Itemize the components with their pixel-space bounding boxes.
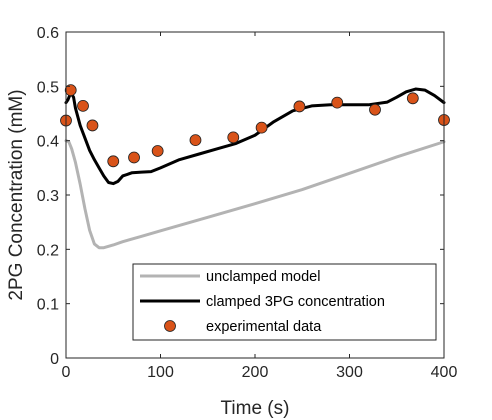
data-point-12 [369, 103, 381, 116]
ticks-layer: 0 100 200 300 400 0 0.1 0.2 0.3 0.4 0.5 0.6 [37, 25, 458, 381]
y-tick-label: 0 [50, 351, 59, 368]
y-tick-label: 0.1 [37, 297, 59, 314]
x-tick-label: 400 [431, 364, 458, 381]
series-line-1 [64, 87, 446, 186]
series-line-0 [64, 139, 446, 250]
y-tick-label: 0.5 [37, 79, 59, 96]
y-tick-label: 0.2 [37, 242, 59, 259]
y-tick-label: 0.6 [37, 25, 59, 42]
data-point-10 [293, 100, 306, 113]
data-point-6 [151, 145, 164, 157]
y-axis-label: 2PG Concentration (mM) [6, 89, 27, 300]
x-tick-label: 100 [147, 364, 174, 381]
data-point-13 [406, 92, 419, 105]
legend-label-clamped-3pg: clamped 3PG concentration [206, 294, 385, 310]
data-point-11 [331, 96, 344, 109]
data-point-8 [227, 131, 240, 144]
legend-label-unclamped-model: unclamped model [206, 269, 320, 285]
data-point-9 [255, 121, 268, 134]
legend-label-experimental-data: experimental data [206, 319, 322, 335]
data-point-1 [64, 84, 77, 97]
y-tick-label: 0.3 [37, 188, 59, 205]
x-tick-label: 200 [242, 364, 269, 381]
legend-swatch-experimental-data [164, 320, 176, 332]
data-point-3 [86, 119, 99, 132]
x-tick-label: 0 [62, 364, 71, 381]
data-point-5 [128, 151, 140, 164]
y-tick-label: 0.4 [37, 134, 59, 151]
data-point-2 [77, 99, 89, 112]
data-point-4 [107, 155, 120, 168]
data-point-7 [189, 134, 202, 147]
x-axis-label: Time (s) [221, 398, 290, 419]
x-tick-label: 300 [336, 364, 363, 381]
legend: unclamped model clamped 3PG concentratio… [132, 263, 437, 341]
